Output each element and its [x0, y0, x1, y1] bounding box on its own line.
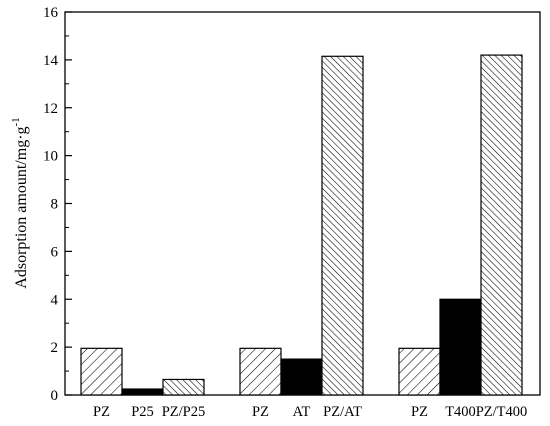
bar-p25 [121, 388, 164, 396]
bar-pz-p25 [162, 378, 205, 396]
bar-at [280, 358, 323, 396]
bars [80, 54, 523, 396]
bar-pz [239, 347, 282, 396]
bar-pz [398, 347, 441, 396]
y-tick-label: 0 [51, 388, 59, 404]
x-tick-label: AT [293, 404, 311, 420]
y-tick-label: 6 [51, 244, 59, 260]
x-tick-label: PZ [93, 404, 110, 420]
y-axis-label: Adsorption amount/mg·g-1 [10, 117, 30, 288]
x-tick-label: PZ [252, 404, 269, 420]
x-tick-labels: PZ P25 PZ/P25 PZ AT PZ/AT PZ T400 PZ/T400 [93, 404, 527, 420]
y-axis-ticks: 0 2 4 6 8 10 12 14 16 [43, 5, 72, 404]
y-tick-label: 4 [51, 292, 59, 308]
bar-pz-t400 [480, 54, 523, 396]
y-tick-label: 10 [43, 149, 58, 165]
bar-t400 [439, 298, 482, 396]
y-tick-label: 12 [43, 101, 58, 117]
y-tick-label: 14 [43, 53, 59, 69]
bar-pz-at [321, 55, 364, 396]
x-tick-label: PZ/P25 [162, 404, 206, 420]
x-tick-label: T400 [445, 404, 476, 420]
x-tick-label: P25 [131, 404, 154, 420]
x-tick-label: PZ/AT [323, 404, 362, 420]
x-tick-label: PZ/T400 [476, 404, 528, 420]
x-tick-label: PZ [411, 404, 428, 420]
y-tick-label: 2 [51, 340, 59, 356]
bar-pz [80, 347, 123, 396]
y-tick-label: 16 [43, 5, 59, 21]
y-tick-label: 8 [51, 197, 59, 213]
